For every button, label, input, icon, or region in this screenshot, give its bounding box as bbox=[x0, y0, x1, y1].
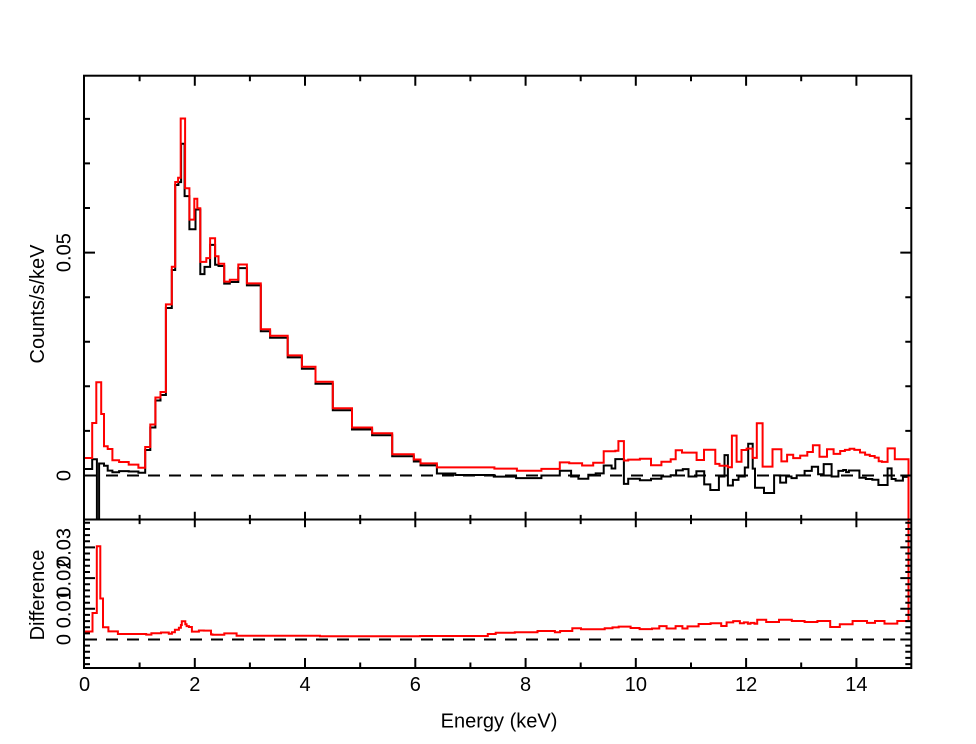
svg-text:12: 12 bbox=[735, 674, 757, 696]
svg-text:0.03: 0.03 bbox=[54, 528, 76, 567]
svg-text:8: 8 bbox=[520, 674, 531, 696]
svg-text:10: 10 bbox=[625, 674, 647, 696]
svg-text:0.01: 0.01 bbox=[54, 589, 76, 628]
svg-text:0.02: 0.02 bbox=[54, 559, 76, 598]
svg-text:0.05: 0.05 bbox=[54, 233, 76, 272]
svg-text:Energy (keV): Energy (keV) bbox=[441, 711, 558, 733]
svg-text:2: 2 bbox=[189, 674, 200, 696]
svg-text:0: 0 bbox=[79, 674, 90, 696]
svg-text:0: 0 bbox=[54, 470, 76, 481]
svg-text:6: 6 bbox=[410, 674, 421, 696]
svg-text:4: 4 bbox=[299, 674, 310, 696]
svg-text:14: 14 bbox=[845, 674, 867, 696]
svg-text:0: 0 bbox=[54, 634, 76, 645]
svg-text:Difference: Difference bbox=[27, 550, 49, 641]
svg-text:Counts/s/keV: Counts/s/keV bbox=[27, 244, 49, 364]
